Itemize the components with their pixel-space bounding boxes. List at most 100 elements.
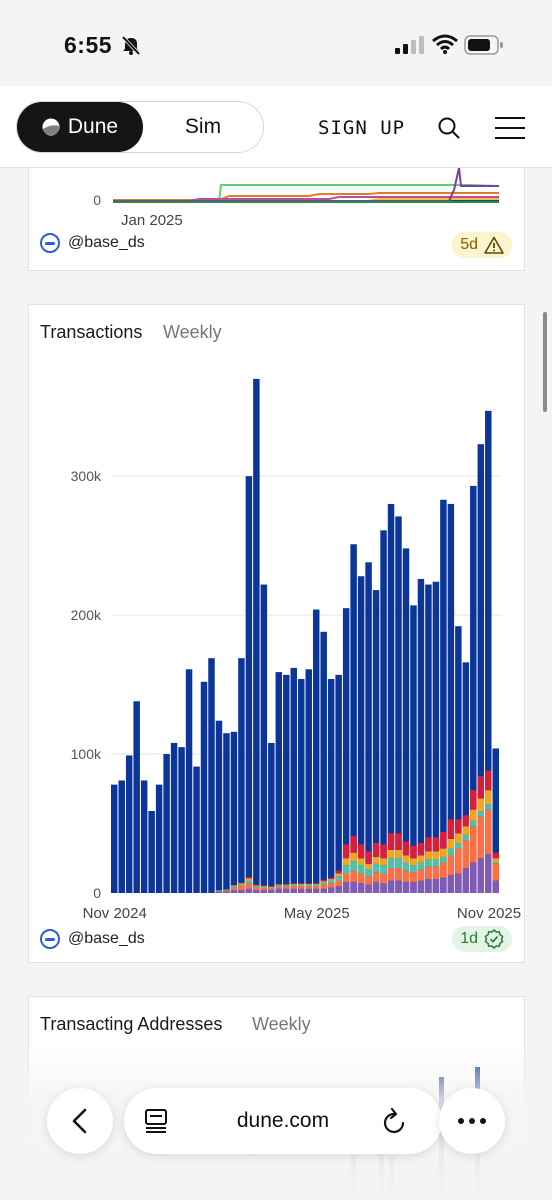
bar-segment <box>380 844 387 859</box>
bar-segment <box>485 790 492 805</box>
bar-segment <box>357 865 365 874</box>
previous-chart: 0 Jan 2025 <box>93 167 500 229</box>
bar-segment <box>245 877 253 879</box>
bar-segment <box>425 866 432 880</box>
freshness-badge-warning[interactable]: 5d <box>452 232 512 258</box>
bar-segment <box>275 888 283 893</box>
bar-segment <box>432 859 440 867</box>
bar-segment <box>283 888 290 893</box>
bar-segment <box>417 869 425 881</box>
bar-segment <box>470 809 477 821</box>
bar-segment <box>305 883 312 884</box>
bar-segment <box>342 858 350 866</box>
bar-segment <box>372 856 380 864</box>
dune-tab[interactable]: Dune <box>17 102 143 152</box>
bar-segment <box>290 883 298 885</box>
bar-segment <box>485 804 492 810</box>
bar-total <box>477 444 485 893</box>
ytick-label: 300k <box>71 468 102 484</box>
transactions-chart: 0 100k 200k 300k Nov 2024 May 2025 Nov 2025 <box>71 378 521 920</box>
bar-total <box>365 562 372 893</box>
bar-total <box>417 578 425 893</box>
bar-total <box>410 605 417 893</box>
bar-segment <box>305 884 312 887</box>
bar-total <box>208 658 215 893</box>
bar-segment <box>230 886 238 888</box>
bar-segment <box>283 886 290 889</box>
bar-segment <box>402 881 410 893</box>
product-switch: Dune Sim <box>16 101 264 153</box>
bar-segment <box>395 880 402 893</box>
page-scrollbar[interactable] <box>543 312 547 412</box>
freshness-badge-verified[interactable]: 1d <box>452 926 512 952</box>
reload-icon[interactable] <box>382 1107 408 1135</box>
bar-segment <box>275 885 283 887</box>
bar-segment <box>477 858 485 893</box>
sim-tab[interactable]: Sim <box>143 102 263 152</box>
bar-segment <box>350 881 357 893</box>
bar-total <box>342 608 350 893</box>
bar-segment <box>342 865 350 874</box>
bar-segment <box>455 842 462 849</box>
hamburger-menu-icon[interactable] <box>494 115 526 141</box>
bar-total <box>125 755 133 893</box>
bar-segment <box>387 849 395 859</box>
bar-total <box>440 499 447 893</box>
bar-segment <box>380 858 387 866</box>
bar-total <box>178 747 185 893</box>
bar-segment <box>320 881 327 883</box>
bar-segment <box>357 844 365 859</box>
back-button[interactable] <box>47 1088 113 1154</box>
sign-up-link[interactable]: SIGN UP <box>318 117 406 139</box>
bar-segment <box>298 884 305 887</box>
bar-segment <box>320 884 327 889</box>
bar-segment <box>215 890 223 892</box>
bar-segment <box>455 819 462 834</box>
bar-segment <box>455 873 462 893</box>
bar-segment <box>365 863 372 870</box>
freshness-age: 5d <box>460 236 478 253</box>
bar-total <box>268 742 275 893</box>
bar-segment <box>470 826 477 863</box>
verified-check-icon <box>484 929 504 949</box>
tabs-icon <box>145 1109 167 1133</box>
bar-segment <box>402 855 410 863</box>
bar-total <box>447 503 455 893</box>
bar-segment <box>410 881 417 893</box>
previous-chart-card: 0 Jan 2025 @base_ds 5d <box>28 167 525 271</box>
status-bar: 6:55 <box>0 0 552 86</box>
bar-segment <box>432 851 440 860</box>
ytick-label: 0 <box>93 885 101 901</box>
chart-period: Weekly <box>163 322 222 342</box>
address-bar[interactable]: dune.com <box>124 1088 442 1154</box>
author-link[interactable]: @base_ds <box>40 233 145 253</box>
bar-segment <box>275 884 283 886</box>
bar-segment <box>312 886 320 889</box>
bar-total <box>215 720 223 893</box>
bar-segment <box>432 837 440 852</box>
bar-segment <box>327 877 335 880</box>
search-icon[interactable] <box>437 116 461 140</box>
bar-segment <box>230 887 238 891</box>
bar-total <box>305 669 312 893</box>
bar-segment <box>402 841 410 856</box>
bar-segment <box>470 790 477 810</box>
bar-segment <box>223 890 230 892</box>
bar-segment <box>268 886 275 888</box>
bar-segment <box>492 880 499 893</box>
bar-total <box>298 679 305 893</box>
bar-segment <box>290 888 298 893</box>
bar-segment <box>440 862 447 878</box>
bar-total <box>155 784 163 893</box>
author-name: @base_ds <box>68 234 145 251</box>
author-link[interactable]: @base_ds <box>40 929 145 949</box>
bar-total <box>357 576 365 893</box>
bar-segment <box>298 888 305 893</box>
bar-segment <box>447 838 455 849</box>
bar-segment <box>312 884 320 887</box>
bar-segment <box>268 890 275 893</box>
more-options-button[interactable] <box>439 1088 505 1154</box>
bar-segment <box>485 770 492 791</box>
chart-period: Weekly <box>252 1014 311 1034</box>
bar-segment <box>260 886 268 889</box>
